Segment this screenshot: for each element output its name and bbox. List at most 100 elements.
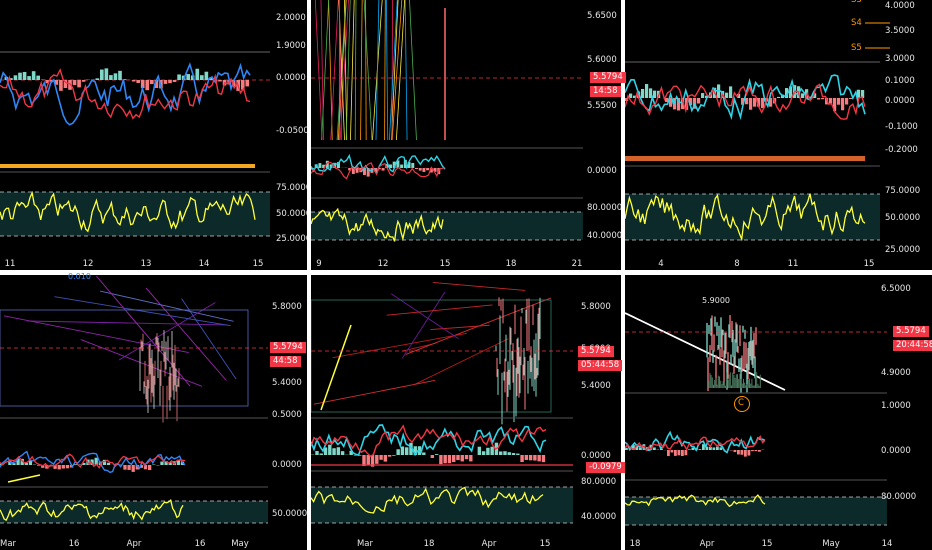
time-axis-label: 8 (734, 259, 739, 269)
histogram-bar (681, 98, 685, 110)
histogram-bar (777, 96, 781, 98)
price-axis-label: 4.9000 (881, 368, 911, 378)
volume-bar (720, 380, 722, 388)
price-axis-label: 5.6500 (587, 11, 617, 21)
overlay-line (375, 0, 380, 141)
histogram-bar (758, 450, 761, 452)
chart-panel-top-middle[interactable]: 5.6500 5.6000 5.5500 0.0000 80.0000 40.0000 9 1… (311, 0, 621, 270)
price-tag: 5.5794 (590, 72, 626, 83)
chart-canvas[interactable]: 4.0000 3.5000 3.0000 0.1000 0.0000 -0.1000 -0.… (625, 0, 932, 270)
histogram-bar (204, 71, 209, 80)
chart-canvas[interactable]: 5.80005.60005.40000.000080.000040.0000Ma… (311, 275, 621, 550)
price-axis-label: 3.5000 (885, 26, 915, 36)
volume-bar (725, 385, 726, 388)
volume-bar (757, 383, 759, 388)
histogram-bar (841, 98, 845, 111)
range-box (311, 299, 552, 413)
histogram-bar (18, 72, 22, 80)
chart-panel-bottom-middle[interactable]: 5.80005.60005.40000.000080.000040.0000Ma… (311, 275, 621, 550)
time-axis-label: 15 (864, 259, 875, 269)
volume-bar (735, 374, 737, 388)
volume-bar (750, 383, 752, 388)
time-axis-label: May (822, 539, 840, 549)
histogram-bar (332, 448, 336, 455)
chart-panel-bottom-right[interactable]: 6.5000 4.9000 1.0000 0.0000 80.0000 18 Apr 15 Ma… (625, 275, 932, 550)
trend-line (430, 324, 490, 331)
histogram-bar (689, 98, 693, 106)
histogram-bar (325, 160, 329, 168)
histogram-bar (684, 450, 688, 456)
volume-bar (753, 385, 755, 388)
chart-panel-top-left[interactable]: 2.0000 1.9000 0.0000 -0.0500 75.0000 50.0000 2… (0, 0, 307, 270)
volume-bar (733, 374, 735, 388)
histogram-bar (725, 92, 729, 98)
chart-canvas[interactable]: 2.0000 1.9000 0.0000 -0.0500 75.0000 50.0000 2… (0, 0, 307, 270)
price-axis-label: -0.0500 (276, 126, 307, 136)
histogram-bar (61, 465, 65, 469)
rsi-axis-label: 80.0000 (881, 492, 916, 502)
histogram-bar (430, 455, 435, 459)
price-tag: 5.5794 (270, 342, 306, 353)
sr-label-s5: S5 (851, 43, 862, 53)
chart-canvas[interactable]: 5.80005.60005.40000.50000.000050.0000Mar… (0, 275, 307, 550)
histogram-bar (486, 447, 490, 455)
histogram-bar (520, 455, 524, 463)
trend-line (401, 291, 446, 359)
histogram-bar (861, 90, 865, 98)
histogram-bar (645, 84, 649, 98)
histogram-bar (172, 80, 177, 82)
histogram-bar (351, 168, 355, 175)
rsi-band (625, 497, 887, 525)
volume-bar (731, 385, 732, 388)
trend-line (27, 320, 228, 326)
histogram-bar (447, 455, 452, 464)
histogram-bar (72, 80, 77, 86)
volume-bar (729, 372, 731, 388)
histogram-bar (749, 98, 753, 110)
histogram-bar (16, 458, 20, 465)
histogram-bar (36, 75, 40, 80)
chart-panel-bottom-left[interactable]: 5.80005.60005.40000.50000.000050.0000Mar… (0, 275, 307, 550)
volume-bar (739, 373, 741, 388)
time-axis-label: 11 (5, 259, 16, 269)
sr-label-s4: S4 (851, 18, 862, 28)
histogram-bar (429, 168, 433, 173)
chart-panel-top-right[interactable]: 4.0000 3.5000 3.0000 0.1000 0.0000 -0.1000 -0.… (625, 0, 932, 270)
histogram-bar (245, 80, 250, 87)
rsi-line (0, 499, 184, 522)
overlay-line (384, 0, 386, 141)
trend-line (100, 290, 234, 322)
histogram-bar (392, 455, 396, 456)
volume-bar (722, 381, 724, 388)
histogram-bar (426, 168, 430, 171)
time-axis-label: 21 (572, 259, 583, 269)
histogram-bar (705, 446, 709, 450)
volume-bar (721, 384, 723, 388)
volume-bar (714, 379, 716, 388)
histogram-bar (106, 462, 111, 465)
histogram-bar (857, 89, 861, 98)
chart-canvas[interactable]: 6.5000 4.9000 1.0000 0.0000 80.0000 18 Apr 15 Ma… (625, 275, 932, 550)
price-axis-label: 6.5000 (881, 284, 911, 294)
countdown-tag: 20:44:58 (893, 340, 932, 351)
histogram-bar (22, 71, 27, 80)
histogram-bar (195, 68, 200, 80)
histogram-bar (323, 447, 328, 455)
rsi-axis-label: 80.0000 (587, 203, 621, 213)
histogram-bar (701, 93, 705, 98)
volume-bar (756, 372, 758, 388)
overlay-line (363, 0, 373, 141)
histogram-bar (104, 68, 109, 80)
time-axis-label: 15 (762, 539, 773, 549)
histogram-bar (377, 168, 381, 170)
volume-bar (715, 377, 717, 388)
histogram-bar (122, 79, 127, 80)
chart-canvas[interactable]: 5.6500 5.6000 5.5500 0.0000 80.0000 40.0000 9 1… (311, 0, 621, 270)
histogram-bar (490, 446, 494, 455)
histogram-bar (418, 168, 422, 171)
time-axis-label: 15 (540, 539, 551, 549)
histogram-bar (63, 80, 68, 89)
histogram-bar (716, 446, 719, 450)
histogram-bar (635, 444, 639, 450)
histogram-bar (57, 465, 61, 470)
